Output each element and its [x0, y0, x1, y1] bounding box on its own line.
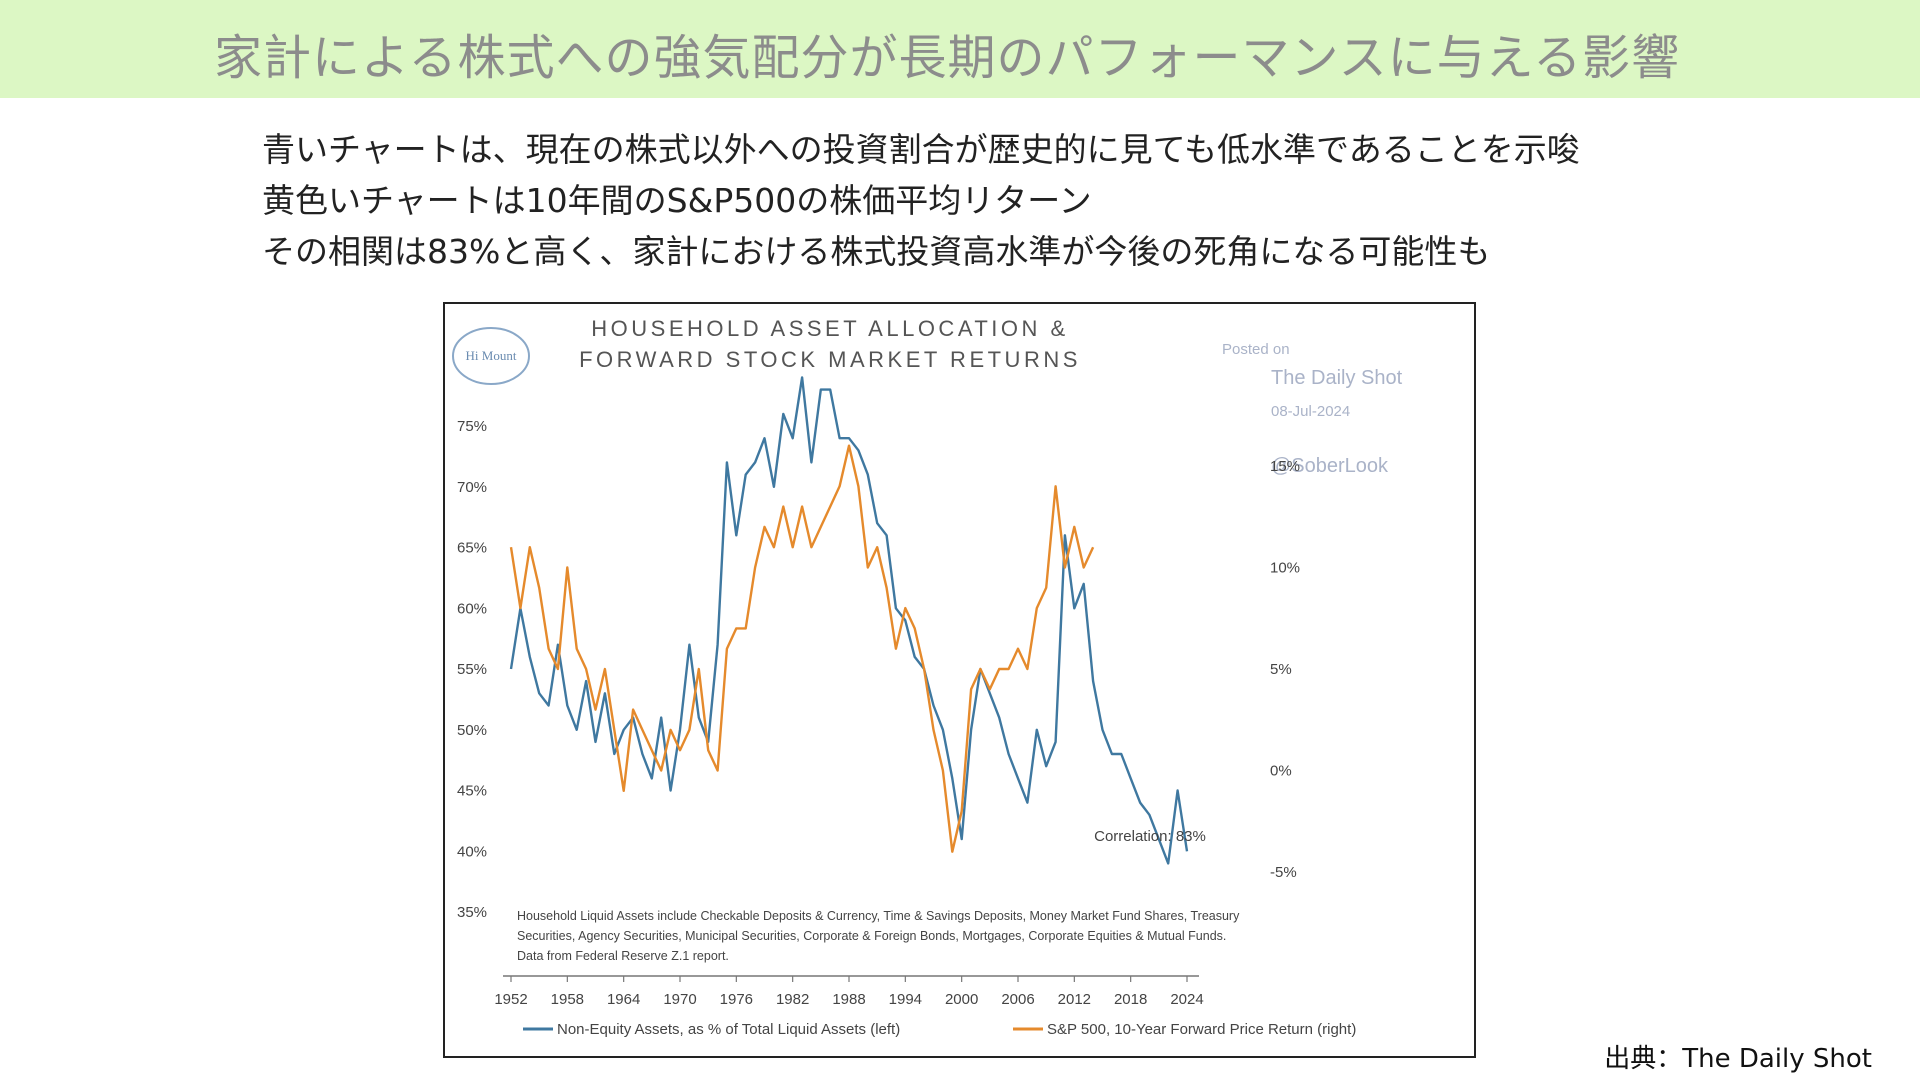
x-axis-tick-label: 1988 [832, 991, 865, 1008]
left-axis-tick-label: 35% [457, 904, 487, 921]
x-axis-tick-label: 1982 [776, 991, 809, 1008]
chart-footnote-line: Securities, Agency Securities, Municipal… [517, 929, 1226, 943]
chart-footnote-line: Household Liquid Assets include Checkabl… [517, 909, 1240, 923]
left-axis-tick-label: 55% [457, 661, 487, 678]
left-axis-tick-label: 65% [457, 540, 487, 557]
x-axis-tick-label: 2024 [1170, 991, 1203, 1008]
x-axis-tick-label: 1952 [494, 991, 527, 1008]
logo-text: Hi Mount [466, 348, 517, 363]
watermark-posted: Posted on [1222, 341, 1290, 358]
legend-label-sp500: S&P 500, 10-Year Forward Price Return (r… [1047, 1021, 1356, 1038]
correlation-annotation: Correlation: 83% [1094, 828, 1206, 845]
left-axis-tick-label: 70% [457, 479, 487, 496]
chart-title-line: FORWARD STOCK MARKET RETURNS [579, 347, 1081, 372]
right-axis-tick-label: 10% [1270, 560, 1300, 577]
x-axis-tick-label: 2018 [1114, 991, 1147, 1008]
legend-label-non-equity: Non-Equity Assets, as % of Total Liquid … [557, 1021, 900, 1038]
left-axis-tick-label: 75% [457, 418, 487, 435]
right-axis-tick-label: -5% [1270, 864, 1297, 881]
x-axis-tick-label: 1994 [889, 991, 922, 1008]
x-axis-tick-label: 2000 [945, 991, 978, 1008]
watermark-date: 08-Jul-2024 [1271, 403, 1350, 420]
source-credit: 出典：The Daily Shot [1604, 1044, 1872, 1074]
watermark-handle: @SoberLook [1271, 455, 1389, 477]
summary-line-1: 青いチャートは、現在の株式以外への投資割合が歴史的に見ても低水準であることを示唆 [262, 130, 1580, 169]
chart-footnote-line: Data from Federal Reserve Z.1 report. [517, 949, 729, 963]
series-line-sp500 [509, 444, 1095, 853]
x-axis-tick-label: 1958 [551, 991, 584, 1008]
page-title: 家計による株式への強気配分が長期のパフォーマンスに与える影響 [214, 30, 1681, 86]
watermark-source: The Daily Shot [1271, 367, 1403, 389]
summary-text: 青いチャートは、現在の株式以外への投資割合が歴史的に見ても低水準であることを示唆… [262, 124, 1580, 277]
chart: Hi Mount HOUSEHOLD ASSET ALLOCATION & FORW… [452, 316, 1403, 1038]
left-axis-tick-label: 60% [457, 600, 487, 617]
x-axis-tick-label: 2012 [1058, 991, 1091, 1008]
summary-line-2: 黄色いチャートは10年間のS&P500の株価平均リターン [262, 181, 1092, 220]
title-banner: 家計による株式への強気配分が長期のパフォーマンスに与える影響 [0, 0, 1920, 98]
series-line-non-equity [509, 376, 1189, 865]
left-axis-tick-label: 45% [457, 783, 487, 800]
x-axis-tick-label: 1970 [663, 991, 696, 1008]
left-axis-tick-label: 40% [457, 843, 487, 860]
chart-title-line: HOUSEHOLD ASSET ALLOCATION & [591, 316, 1068, 341]
right-axis-tick-label: 15% [1270, 458, 1300, 475]
x-axis-tick-label: 1976 [720, 991, 753, 1008]
logo-ring [452, 327, 530, 385]
x-axis-tick-label: 1964 [607, 991, 640, 1008]
summary-line-3: その相関は83%と高く、家計における株式投資高水準が今後の死角になる可能性も [262, 232, 1491, 271]
right-axis-tick-label: 0% [1270, 763, 1292, 780]
left-axis-tick-label: 50% [457, 722, 487, 739]
right-axis-tick-label: 5% [1270, 661, 1292, 678]
chart-frame: Hi Mount HOUSEHOLD ASSET ALLOCATION & FORW… [443, 302, 1476, 1058]
x-axis-tick-label: 2006 [1001, 991, 1034, 1008]
